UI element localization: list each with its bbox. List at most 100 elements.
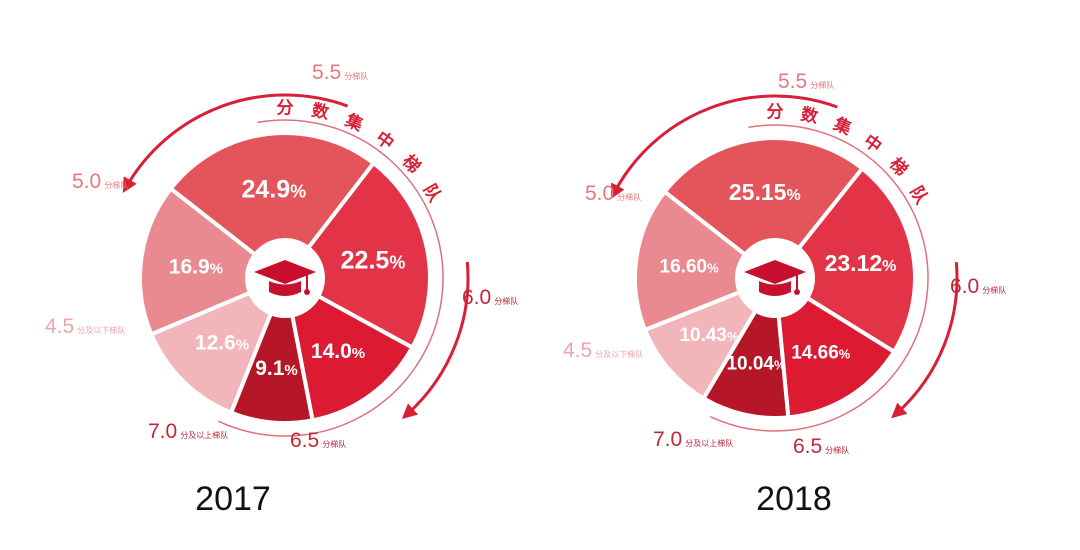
band-label-number: 5.5 bbox=[778, 70, 807, 93]
arc-text-char: 中 bbox=[860, 130, 886, 156]
outer-ring bbox=[710, 124, 929, 432]
band-label-6.5: 6.5 分梯队 bbox=[290, 429, 346, 452]
band-label-6.0: 6.0 分梯队 bbox=[950, 275, 1006, 298]
slice-value-percent: % bbox=[284, 362, 297, 379]
arc-text-char: 数 bbox=[799, 104, 821, 127]
band-label-5.5: 5.5 分梯队 bbox=[312, 61, 368, 84]
band-label-number: 7.0 bbox=[653, 428, 682, 451]
band-label-unit: 分梯队 bbox=[982, 285, 1006, 295]
graduation-cap-icon bbox=[744, 260, 806, 296]
slice-value-number: 16.9 bbox=[169, 256, 210, 279]
pie-slice-6.0 bbox=[283, 161, 432, 350]
band-label-number: 5.0 bbox=[585, 182, 614, 205]
slice-value-percent: % bbox=[290, 182, 306, 202]
year-label: 2017 bbox=[195, 480, 271, 518]
pie-slice-6.5 bbox=[773, 276, 897, 420]
pie-slice-5.5 bbox=[168, 131, 376, 280]
band-label-unit: 分梯队 bbox=[494, 296, 518, 306]
band-label-5.0: 5.0 分梯队 bbox=[72, 170, 128, 193]
slice-value-number: 9.1 bbox=[255, 357, 285, 380]
slice-value-label: 14.0% bbox=[311, 340, 365, 363]
band-label-number: 7.0 bbox=[148, 420, 177, 443]
slice-value-percent: % bbox=[352, 345, 365, 362]
band-label-number: 4.5 bbox=[563, 339, 592, 362]
band-label-unit: 分及以上梯队 bbox=[180, 430, 228, 440]
arc-text-char: 集 bbox=[830, 113, 855, 139]
pie-slice-4.5 bbox=[642, 276, 777, 401]
band-label-number: 4.5 bbox=[45, 315, 74, 338]
band-label-number: 6.5 bbox=[793, 435, 822, 458]
arc-text-char: 队 bbox=[906, 182, 932, 208]
arc-text-char: 分 bbox=[767, 103, 784, 122]
pie-slice-5.0 bbox=[633, 189, 777, 332]
slice-value-label: 25.15% bbox=[729, 179, 801, 205]
band-label-unit: 分梯队 bbox=[104, 180, 128, 190]
band-label-unit: 分及以下梯队 bbox=[77, 325, 125, 335]
band-label-number: 6.0 bbox=[950, 275, 979, 298]
band-label-number: 5.5 bbox=[312, 61, 341, 84]
slice-value-percent: % bbox=[389, 252, 405, 272]
arrow-downward bbox=[891, 262, 959, 419]
pie-slice-6.5 bbox=[283, 276, 415, 423]
band-label-number: 6.5 bbox=[290, 429, 319, 452]
slice-value-percent: % bbox=[839, 346, 851, 361]
outer-ring bbox=[217, 119, 444, 437]
slice-value-percent: % bbox=[774, 357, 786, 372]
slice-value-label: 12.6% bbox=[195, 332, 249, 355]
band-label-7.0: 7.0 分及以上梯队 bbox=[148, 420, 228, 443]
arrow-upward bbox=[122, 93, 349, 193]
slice-value-number: 24.9 bbox=[241, 176, 290, 204]
pie-slice-4.5 bbox=[149, 276, 287, 415]
band-label-6.5: 6.5 分梯队 bbox=[793, 435, 849, 458]
pie-chart-2018: 25.15%23.12%14.66%10.04%10.43%16.60%分数集中… bbox=[563, 70, 1006, 518]
arc-text-char: 数 bbox=[310, 100, 332, 123]
arc-text-char: 分 bbox=[277, 99, 294, 118]
band-label-unit: 分及以上梯队 bbox=[685, 438, 733, 448]
slice-value-number: 10.43 bbox=[679, 325, 727, 346]
band-label-5.0: 5.0 分梯队 bbox=[585, 182, 641, 205]
band-label-6.0: 6.0 分梯队 bbox=[462, 286, 518, 309]
slice-value-label: 22.5% bbox=[341, 246, 406, 274]
arrow-downward bbox=[401, 261, 470, 420]
slice-value-label: 16.9% bbox=[169, 256, 223, 279]
slice-value-number: 25.15 bbox=[729, 179, 787, 205]
slice-value-percent: % bbox=[210, 261, 223, 278]
slice-value-number: 14.66 bbox=[791, 342, 839, 363]
slice-value-number: 14.0 bbox=[311, 340, 352, 363]
slice-value-label: 23.12% bbox=[825, 250, 897, 276]
slice-value-percent: % bbox=[882, 258, 896, 275]
year-label: 2018 bbox=[756, 480, 832, 518]
pie-chart-2017: 24.9%22.5%14.0%9.1%12.6%16.9%分数集中梯队5.5 分梯… bbox=[45, 61, 518, 518]
band-label-4.5: 4.5 分及以下梯队 bbox=[563, 339, 643, 362]
slice-value-number: 10.04 bbox=[726, 353, 774, 374]
band-label-number: 5.0 bbox=[72, 170, 101, 193]
slice-value-percent: % bbox=[786, 187, 800, 204]
slice-value-label: 10.43% bbox=[679, 325, 739, 346]
pie-slice-5.5 bbox=[662, 136, 865, 280]
slice-value-number: 16.60 bbox=[660, 256, 708, 277]
band-label-unit: 分梯队 bbox=[322, 439, 346, 449]
slice-value-label: 10.04% bbox=[726, 353, 786, 374]
band-label-unit: 分梯队 bbox=[825, 445, 849, 455]
slice-value-percent: % bbox=[236, 337, 249, 354]
graduation-cap-icon bbox=[254, 260, 316, 296]
pie-slice-6.0 bbox=[773, 166, 917, 354]
slice-value-number: 23.12 bbox=[825, 250, 883, 276]
slice-value-label: 14.66% bbox=[791, 342, 851, 363]
slice-value-percent: % bbox=[727, 329, 739, 344]
band-label-4.5: 4.5 分及以下梯队 bbox=[45, 315, 125, 338]
slice-value-label: 16.60% bbox=[660, 256, 720, 277]
band-label-unit: 分梯队 bbox=[344, 71, 368, 81]
slice-value-label: 24.9% bbox=[241, 176, 306, 204]
band-label-5.5: 5.5 分梯队 bbox=[778, 70, 834, 93]
band-label-unit: 分梯队 bbox=[810, 80, 834, 90]
arrow-upward bbox=[610, 94, 838, 200]
band-label-unit: 分梯队 bbox=[617, 192, 641, 202]
pie-slice-5.0 bbox=[138, 186, 287, 337]
slice-value-label: 9.1% bbox=[255, 357, 298, 380]
slice-value-number: 22.5 bbox=[341, 246, 390, 274]
band-label-number: 6.0 bbox=[462, 286, 491, 309]
slice-value-number: 12.6 bbox=[195, 332, 236, 355]
band-label-7.0: 7.0 分及以上梯队 bbox=[653, 428, 733, 451]
